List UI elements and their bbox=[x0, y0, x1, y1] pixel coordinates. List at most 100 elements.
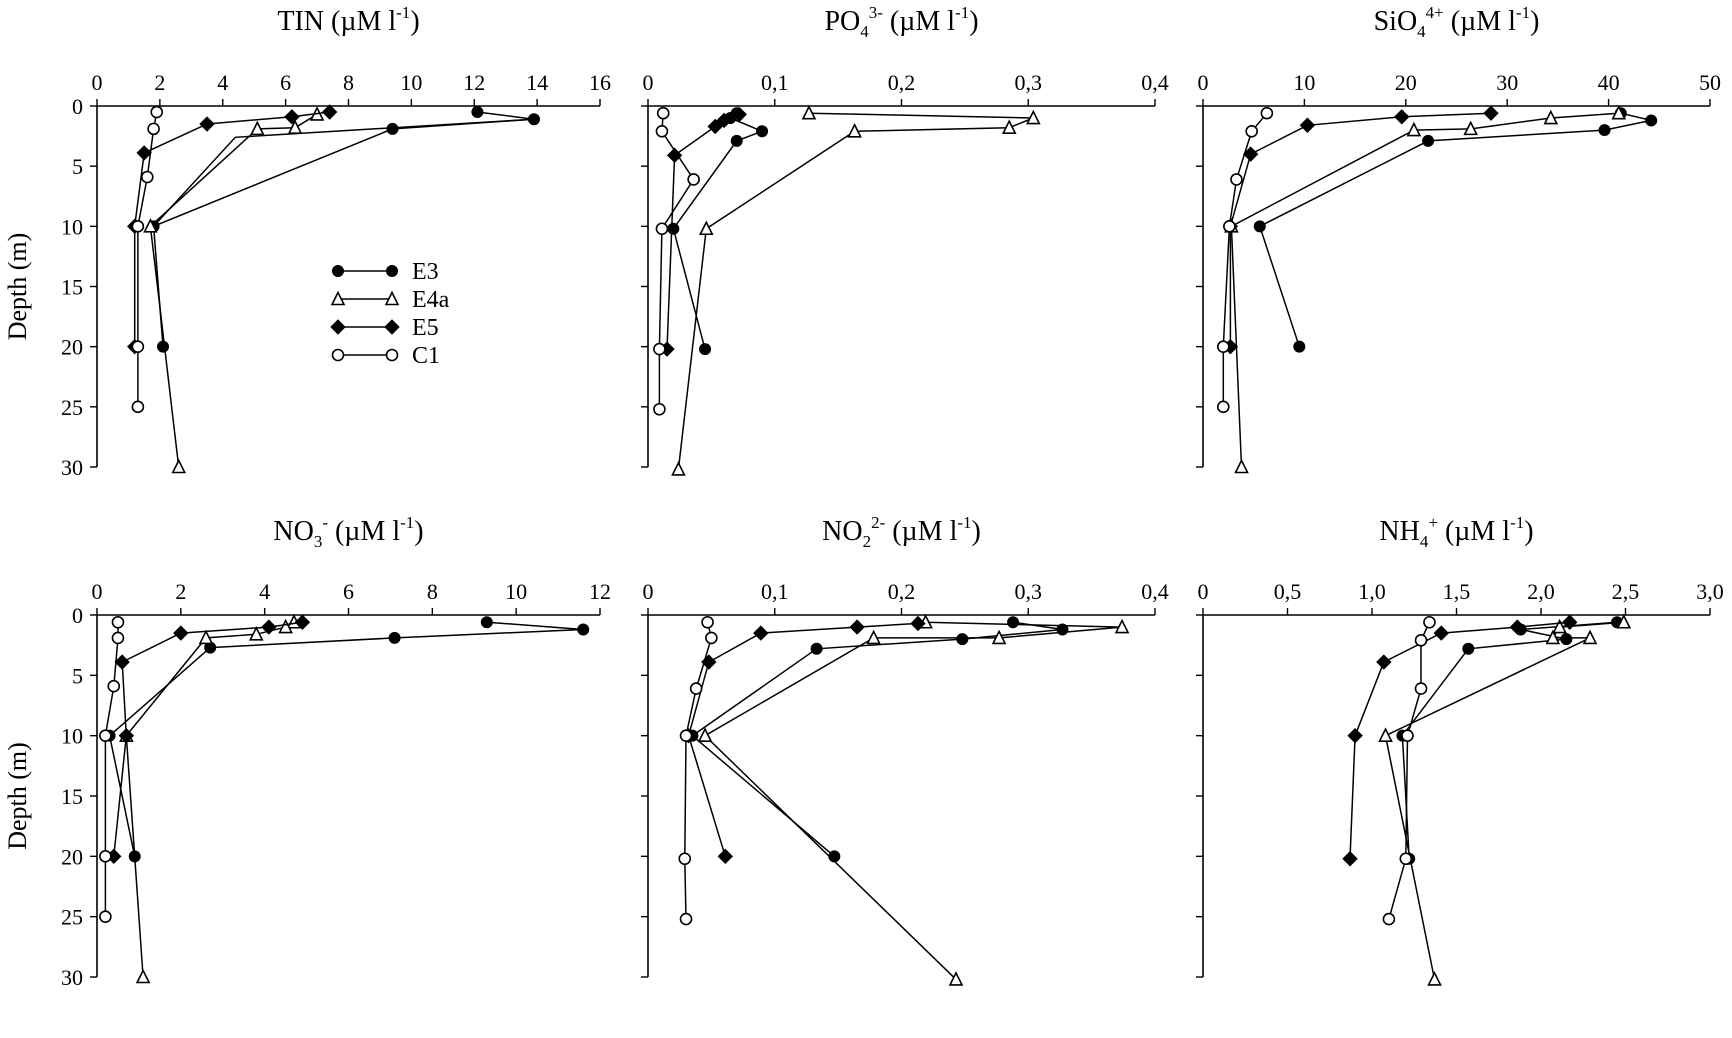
y-tick-label: 0 bbox=[72, 94, 83, 119]
data-point bbox=[99, 729, 112, 742]
legend-item-e5: E5 bbox=[330, 315, 439, 341]
data-point bbox=[847, 122, 862, 138]
data-point bbox=[1293, 340, 1306, 353]
data-point bbox=[1245, 124, 1258, 138]
series-e3 bbox=[1253, 107, 1658, 353]
data-point bbox=[1560, 633, 1573, 646]
series-e4a bbox=[143, 106, 325, 474]
series-c1 bbox=[131, 105, 164, 414]
y-tick-label: 0 bbox=[72, 603, 83, 628]
x-tick-label: 50 bbox=[1699, 70, 1721, 95]
series-line bbox=[677, 112, 1034, 470]
data-point bbox=[1394, 109, 1410, 125]
data-point bbox=[111, 631, 125, 645]
data-point bbox=[1007, 616, 1020, 629]
data-point bbox=[1545, 629, 1561, 645]
x-tick-label: 3,0 bbox=[1696, 579, 1724, 604]
data-point bbox=[756, 125, 769, 138]
x-tick-label: 16 bbox=[589, 70, 611, 95]
data-point bbox=[716, 112, 732, 129]
y-axis-title: Depth (m) bbox=[3, 742, 32, 850]
chart-title: PO43- (µM l-1) bbox=[824, 3, 978, 41]
data-point bbox=[667, 222, 680, 235]
y-tick-label: 10 bbox=[61, 214, 83, 239]
legend-marker bbox=[384, 319, 400, 335]
y-tick-label: 20 bbox=[61, 844, 83, 869]
series-e4a bbox=[1224, 104, 1627, 474]
data-point bbox=[1427, 971, 1442, 986]
data-point bbox=[655, 124, 669, 138]
legend-marker bbox=[385, 348, 399, 362]
x-tick-label: 6 bbox=[343, 579, 354, 604]
series-line bbox=[1258, 112, 1652, 347]
y-tick-label: 15 bbox=[61, 784, 83, 809]
series-line bbox=[153, 118, 535, 227]
data-point bbox=[653, 342, 666, 356]
y-tick-label: 5 bbox=[72, 154, 83, 179]
chart-panel-6: NH4+ (µM l-1) 0 0,5 1,0 1,5 2,0 2,5 3,0 bbox=[1196, 513, 1724, 986]
x-tick-label: 0,3 bbox=[1015, 579, 1043, 604]
x-tick-label: 0,4 bbox=[1141, 70, 1169, 95]
data-point bbox=[1598, 124, 1611, 137]
x-tick-label: 0 bbox=[92, 70, 103, 95]
data-point bbox=[388, 631, 401, 644]
series-line bbox=[113, 621, 303, 857]
y-axis-title: Depth (m) bbox=[3, 233, 32, 341]
data-point bbox=[1378, 727, 1393, 742]
data-point bbox=[1223, 220, 1236, 233]
x-tick-label: 1,5 bbox=[1443, 579, 1471, 604]
data-point bbox=[135, 968, 151, 984]
data-point bbox=[577, 623, 590, 636]
data-point bbox=[1462, 642, 1475, 655]
series-c1 bbox=[653, 106, 700, 416]
chart-title: NO22- (µM l-1) bbox=[822, 513, 981, 551]
x-tick-label: 0,4 bbox=[1141, 579, 1169, 604]
x-tick-label: 10 bbox=[1293, 70, 1315, 95]
data-point bbox=[248, 626, 264, 641]
data-point bbox=[250, 120, 265, 136]
data-point bbox=[1001, 119, 1017, 134]
data-point bbox=[849, 619, 865, 635]
x-tick-label: 0,5 bbox=[1274, 579, 1302, 604]
series-line bbox=[1401, 621, 1618, 859]
data-point bbox=[198, 629, 214, 645]
data-point bbox=[294, 614, 311, 630]
data-point bbox=[136, 145, 152, 161]
series-line bbox=[108, 621, 584, 857]
chart-title: NH4+ (µM l-1) bbox=[1379, 513, 1533, 551]
panels-layer: TIN (µM l-1)0 2 4 6 8 10 12 14 16051015202530Dep… bbox=[3, 3, 1724, 990]
series-e4a bbox=[119, 613, 302, 984]
data-point bbox=[689, 682, 703, 695]
series-e4a bbox=[697, 613, 1130, 986]
data-point bbox=[699, 220, 714, 236]
data-point bbox=[1299, 117, 1316, 133]
series-e3 bbox=[103, 616, 590, 863]
legend-marker bbox=[331, 348, 345, 362]
data-point bbox=[173, 625, 189, 641]
x-tick-label: 10 bbox=[505, 579, 527, 604]
data-point bbox=[1230, 173, 1243, 186]
series-line bbox=[1229, 112, 1492, 347]
legend-label: E5 bbox=[412, 315, 439, 341]
series-line bbox=[152, 111, 535, 347]
data-point bbox=[1253, 220, 1266, 233]
data-point bbox=[991, 629, 1007, 645]
x-tick-label: 40 bbox=[1598, 70, 1620, 95]
x-tick-label: 0 bbox=[92, 579, 103, 604]
legend-label: E3 bbox=[412, 259, 439, 285]
data-point bbox=[1406, 121, 1422, 137]
data-point bbox=[1414, 682, 1428, 695]
data-point bbox=[1382, 912, 1396, 926]
y-tick-label: 20 bbox=[61, 335, 83, 360]
series-line bbox=[672, 112, 765, 350]
data-point bbox=[1423, 615, 1436, 629]
x-tick-label: 2,0 bbox=[1527, 579, 1555, 604]
x-tick-label: 0 bbox=[1198, 579, 1209, 604]
data-point bbox=[948, 971, 964, 986]
data-point bbox=[114, 654, 130, 670]
legend-marker bbox=[384, 290, 400, 306]
data-point bbox=[699, 343, 712, 356]
data-point bbox=[1342, 851, 1358, 867]
legend-label: E4a bbox=[412, 287, 450, 313]
